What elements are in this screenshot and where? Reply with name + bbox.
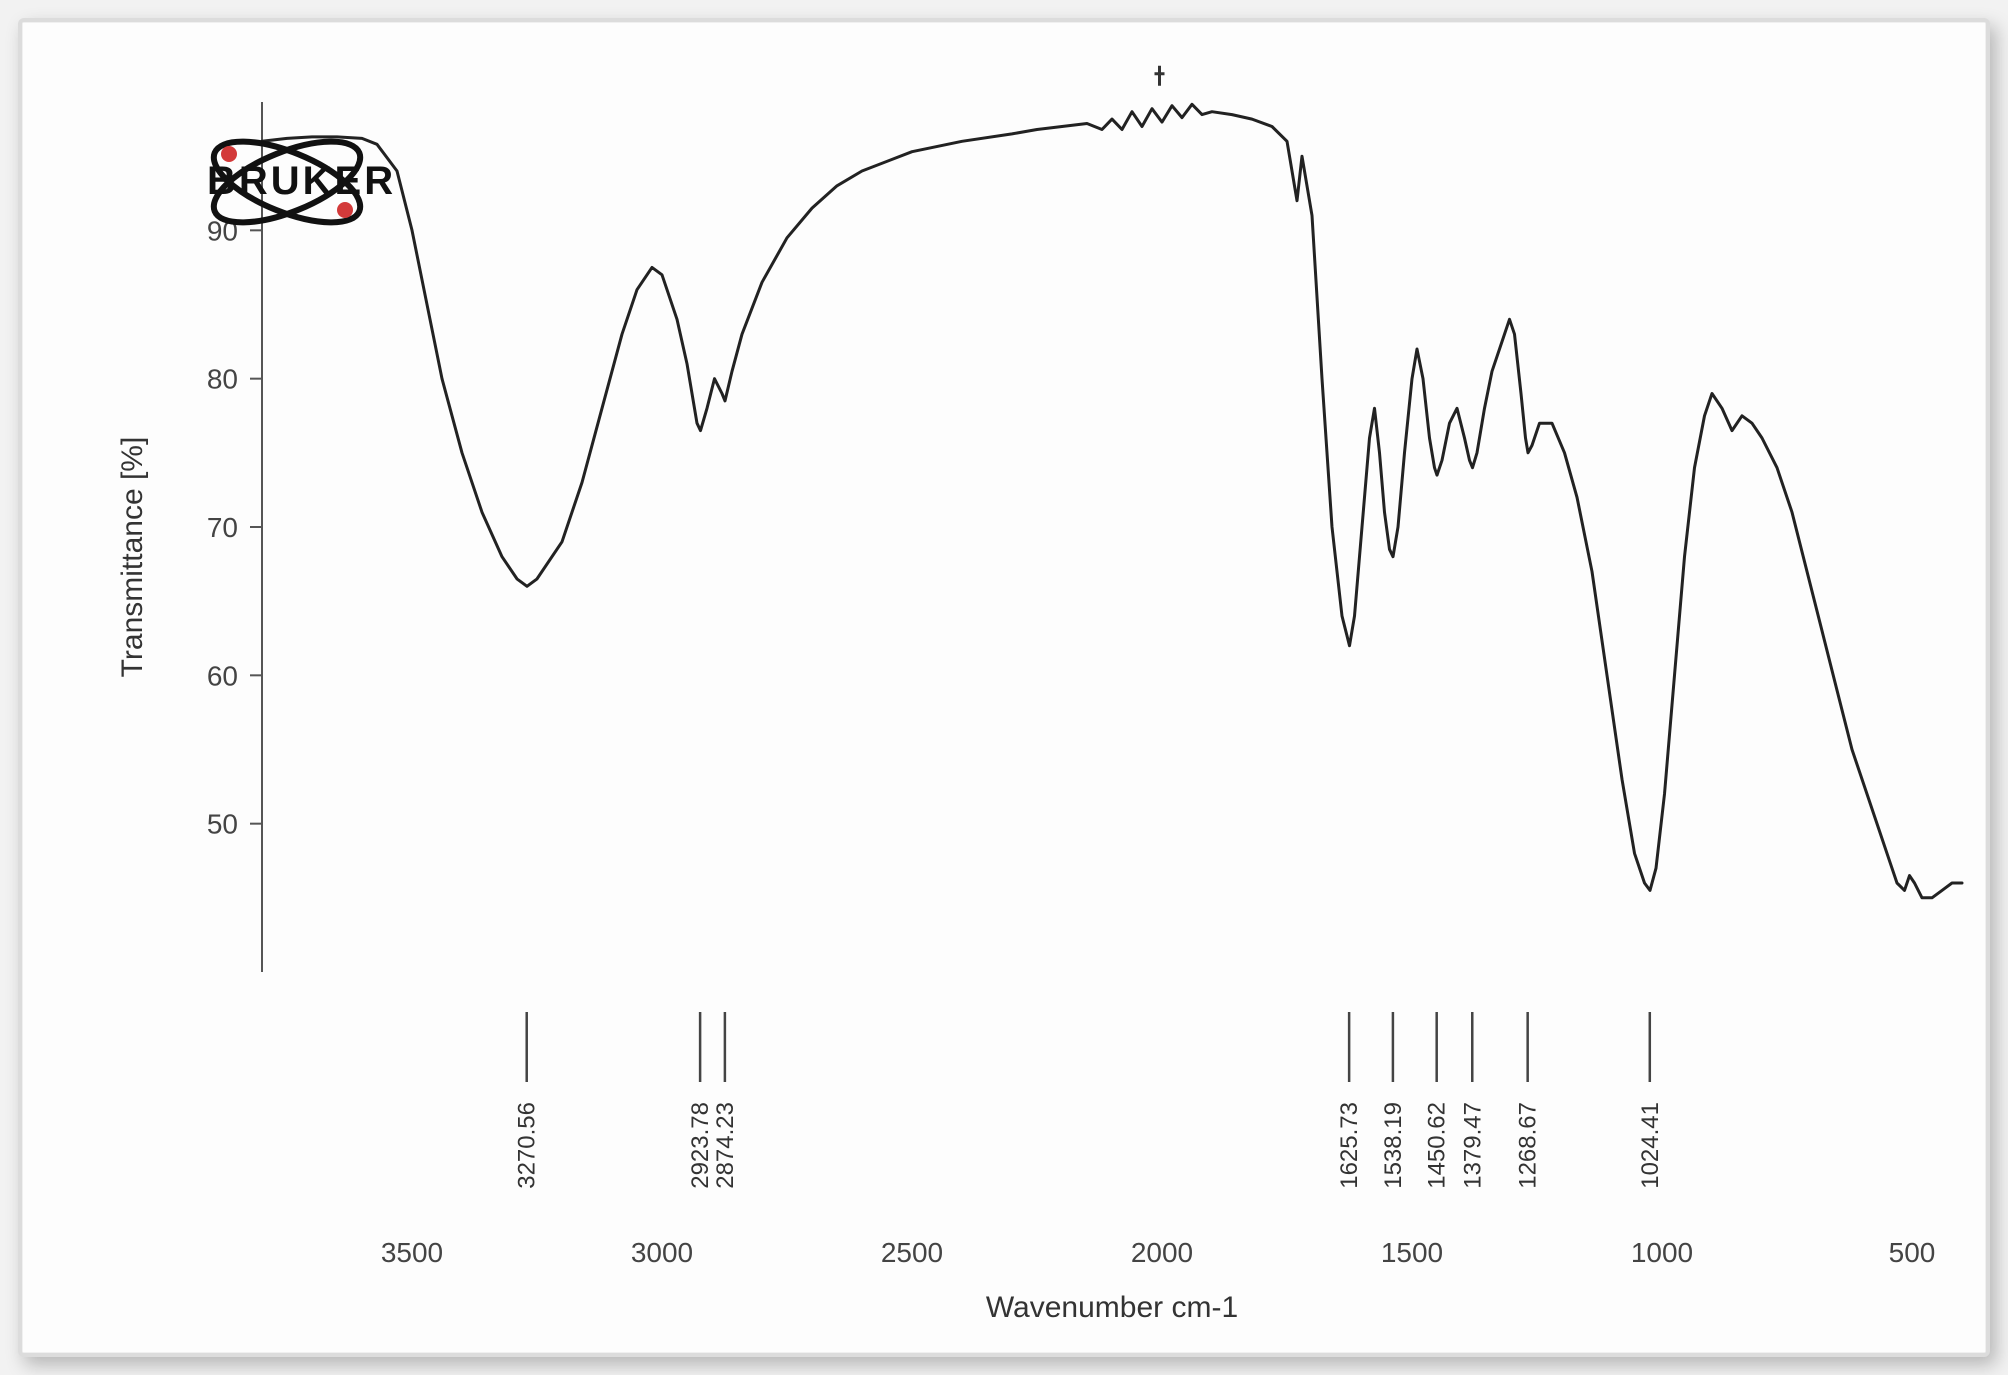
peak-label: 1625.73 [1336, 1102, 1363, 1189]
x-tick-label: 2500 [881, 1237, 943, 1268]
peak-label: 1024.41 [1637, 1102, 1664, 1189]
x-tick-label: 3000 [631, 1237, 693, 1268]
y-tick-label: 50 [207, 809, 238, 840]
y-tick-label: 80 [207, 364, 238, 395]
x-tick-label: 1500 [1381, 1237, 1443, 1268]
x-tick-label: 1000 [1631, 1237, 1693, 1268]
x-tick-label: 500 [1889, 1237, 1936, 1268]
peak-label: 1268.67 [1515, 1102, 1542, 1189]
peak-label: 1450.62 [1424, 1102, 1451, 1189]
y-tick-label: 70 [207, 512, 238, 543]
ir-spectrum-plot: 5060708090350030002500200015001000500Wav… [22, 22, 1986, 1353]
x-tick-label: 3500 [381, 1237, 443, 1268]
y-tick-label: 60 [207, 660, 238, 691]
spectrum-trace [262, 104, 1962, 898]
peak-label: 3270.56 [514, 1102, 541, 1189]
x-tick-label: 2000 [1131, 1237, 1193, 1268]
chart-card: 5060708090350030002500200015001000500Wav… [18, 18, 1990, 1357]
peak-label: 1379.47 [1459, 1102, 1486, 1189]
peak-label: 2923.78 [687, 1102, 714, 1189]
peak-label: 2874.23 [712, 1102, 739, 1189]
y-axis-title: Transmittance [%] [116, 437, 149, 678]
bruker-logo-text: BRUKER [207, 159, 396, 203]
peak-label: 1538.19 [1380, 1102, 1407, 1189]
x-axis-title: Wavenumber cm-1 [986, 1291, 1238, 1324]
